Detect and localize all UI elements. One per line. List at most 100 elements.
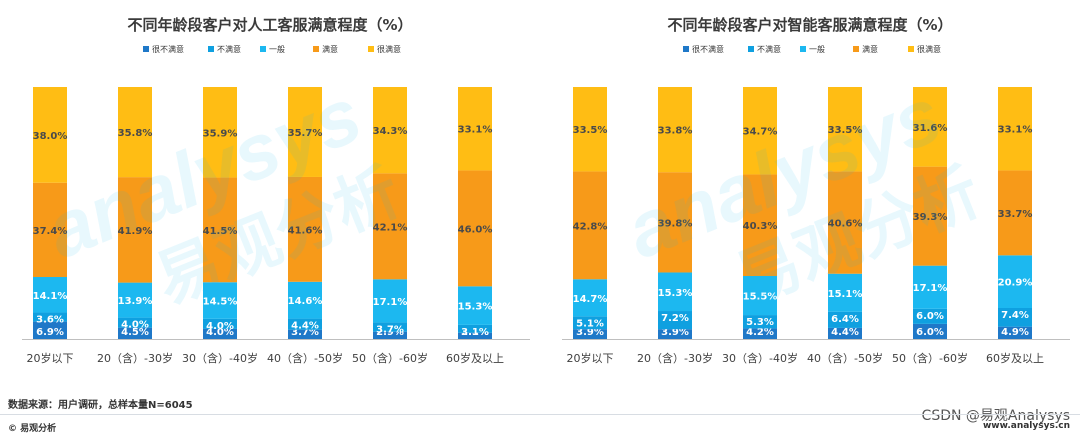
bar-segment <box>33 277 67 313</box>
data-label: 3.9% <box>661 327 689 338</box>
legend-label: 很满意 <box>917 44 941 54</box>
chart-title: 不同年龄段客户对智能客服满意程度（%） <box>667 16 953 34</box>
bar-segment <box>118 327 152 339</box>
x-tick-label: 20（含）-30岁 <box>97 351 173 365</box>
bar-segment <box>288 281 322 319</box>
bar-segment <box>118 177 152 283</box>
data-label: 33.1% <box>458 125 493 136</box>
data-label: 4.0% <box>121 320 149 331</box>
data-label: 4.2% <box>746 327 774 338</box>
legend-swatch <box>313 46 319 52</box>
bar-segment <box>573 87 607 172</box>
bar-segment <box>118 282 152 318</box>
legend-label: 满意 <box>322 44 338 54</box>
bar-segment <box>288 176 322 282</box>
data-label: 42.8% <box>573 221 608 232</box>
data-label: 42.1% <box>373 222 408 233</box>
legend-label: 一般 <box>269 44 285 54</box>
data-label: 6.4% <box>831 314 859 325</box>
data-label: 3.9% <box>576 327 604 338</box>
data-label: 34.3% <box>373 126 408 137</box>
data-label: 7.2% <box>661 313 689 324</box>
legend-label: 不满意 <box>217 44 241 54</box>
bar-segment <box>743 87 777 175</box>
data-label: 38.0% <box>33 131 68 142</box>
bar-segment <box>658 87 692 173</box>
data-label: 4.4% <box>291 321 319 332</box>
legend-swatch <box>260 46 266 52</box>
bar-segment <box>743 174 777 276</box>
data-label: 33.1% <box>998 125 1033 136</box>
bar-segment <box>373 331 407 339</box>
bar-segment <box>913 265 947 309</box>
data-label: 14.7% <box>573 294 608 305</box>
data-label: 4.0% <box>206 327 234 338</box>
x-tick-label: 20岁以下 <box>27 351 74 365</box>
bar-segment <box>33 182 67 278</box>
data-label: 14.1% <box>33 291 68 302</box>
data-label: 20.9% <box>998 278 1033 289</box>
bar-segment <box>373 279 407 323</box>
bar-segment <box>913 308 947 324</box>
data-label: 33.5% <box>828 125 863 136</box>
x-tick-label: 20（含）-30岁 <box>637 351 713 365</box>
data-source-note: 数据来源：用户调研，总样本量N=6045 <box>8 400 193 411</box>
bar-segment <box>458 286 492 325</box>
x-tick-label: 60岁及以上 <box>986 351 1044 365</box>
bar-segment <box>288 318 322 330</box>
legend-label: 一般 <box>809 44 825 54</box>
legend-label: 很不满意 <box>692 44 724 54</box>
data-label: 15.5% <box>743 292 778 303</box>
bar-segment <box>573 279 607 317</box>
data-label: 39.3% <box>913 212 948 223</box>
legend-swatch <box>143 46 149 52</box>
bar-segment <box>743 276 777 316</box>
data-label: 3.1% <box>461 327 489 338</box>
legend-swatch <box>368 46 374 52</box>
legend-swatch <box>908 46 914 52</box>
legend-swatch <box>800 46 806 52</box>
x-tick-label: 50（含）-60岁 <box>352 351 428 365</box>
data-label: 35.9% <box>203 128 238 139</box>
data-label: 46.0% <box>458 224 493 235</box>
data-label: 41.5% <box>203 226 238 237</box>
data-label: 37.4% <box>33 226 68 237</box>
data-label: 40.6% <box>828 219 863 230</box>
x-tick-label: 40（含）-50岁 <box>807 351 883 365</box>
x-tick-label: 20岁以下 <box>567 351 614 365</box>
data-label: 3.6% <box>36 315 64 326</box>
bar-segment <box>828 311 862 328</box>
data-label: 4.5% <box>121 327 149 338</box>
bar-segment <box>203 282 237 319</box>
legend-swatch <box>683 46 689 52</box>
x-tick-label: 40（含）-50岁 <box>267 351 343 365</box>
bar-segment <box>118 87 152 178</box>
bar-segment <box>458 87 492 171</box>
bar-segment <box>458 332 492 339</box>
data-label: 2.9% <box>376 327 404 338</box>
site-url: www.analysys.cn <box>982 421 1070 431</box>
x-tick-label: 30（含）-40岁 <box>182 351 258 365</box>
bar-segment <box>743 315 777 329</box>
data-label: 40.3% <box>743 221 778 232</box>
data-label: 14.5% <box>203 297 238 308</box>
bar-segment <box>743 328 777 339</box>
bar-segment <box>998 308 1032 327</box>
chart-smart-service: 很不满意 不满意 一般 满意 很满意3.9%5.1%14.7%42.8%33.5%20岁… <box>562 44 1070 365</box>
legend-label: 很满意 <box>377 44 401 54</box>
data-label: 4.4% <box>831 327 859 338</box>
data-label: 15.3% <box>458 302 493 313</box>
data-label: 4.0% <box>206 321 234 332</box>
data-label: 15.3% <box>658 288 693 299</box>
bar-segment <box>828 87 862 172</box>
data-label: 3.7% <box>376 324 404 335</box>
bar-segment <box>573 316 607 330</box>
data-label: 33.8% <box>658 126 693 137</box>
legend-swatch <box>853 46 859 52</box>
bar-segment <box>998 326 1032 339</box>
data-label: 17.1% <box>913 283 948 294</box>
bar-segment <box>658 329 692 339</box>
bar-segment <box>288 329 322 339</box>
bar-segment <box>913 323 947 339</box>
bar-segment <box>573 171 607 280</box>
